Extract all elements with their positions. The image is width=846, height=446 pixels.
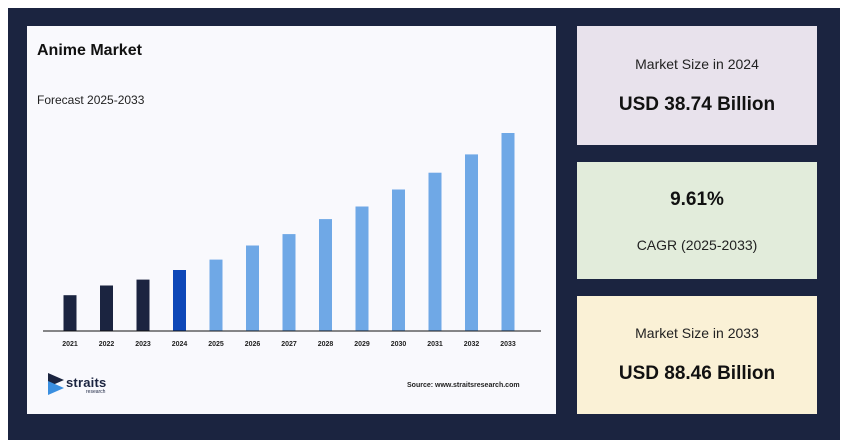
stat-label: Market Size in 2024 bbox=[635, 55, 759, 72]
bar-2021 bbox=[63, 295, 77, 331]
x-tick-label-2033: 2033 bbox=[500, 341, 516, 348]
bar-2029 bbox=[355, 206, 369, 331]
x-tick-label-2029: 2029 bbox=[354, 341, 370, 348]
logo-subtext: research bbox=[86, 389, 106, 395]
stat-label: Market Size in 2033 bbox=[635, 325, 759, 341]
x-tick-label-2031: 2031 bbox=[427, 341, 443, 348]
x-tick-label-2030: 2030 bbox=[391, 341, 407, 348]
x-tick-label-2028: 2028 bbox=[318, 341, 334, 348]
x-tick-label-2025: 2025 bbox=[208, 341, 224, 348]
source-text: Source: www.straitsresearch.com bbox=[407, 382, 520, 389]
bar-2033 bbox=[501, 133, 515, 331]
bar-2030 bbox=[392, 189, 405, 331]
stat-label: CAGR (2025-2033) bbox=[636, 236, 758, 253]
bar-2032 bbox=[465, 154, 478, 331]
x-tick-label-2024: 2024 bbox=[172, 341, 188, 348]
stat-value: 9.61% bbox=[670, 188, 724, 210]
bar-2028 bbox=[319, 219, 332, 331]
chart-title: Anime Market bbox=[37, 42, 142, 59]
x-tick-label-2022: 2022 bbox=[99, 341, 115, 348]
x-tick-label-2027: 2027 bbox=[281, 341, 297, 348]
bar-2026 bbox=[246, 245, 259, 331]
bar-2031 bbox=[428, 172, 442, 331]
bar-2023 bbox=[136, 279, 150, 331]
stat-card-cagr: 9.61% CAGR (2025-2033) bbox=[577, 162, 817, 279]
x-tick-label-2023: 2023 bbox=[135, 341, 151, 348]
bar-2022 bbox=[100, 285, 113, 331]
stat-card-market-size-2033: Market Size in 2033 USD 88.46 Billion bbox=[577, 296, 817, 414]
stat-value: USD 88.46 Billion bbox=[618, 363, 776, 384]
x-tick-label-2021: 2021 bbox=[62, 341, 78, 348]
stat-value: USD 38.74 Billion bbox=[618, 93, 776, 115]
x-tick-label-2032: 2032 bbox=[464, 341, 480, 348]
stat-card-market-size-2024: Market Size in 2024 USD 38.74 Billion bbox=[577, 26, 817, 145]
logo-text: straits bbox=[66, 375, 107, 390]
bar-2027 bbox=[282, 234, 296, 331]
bar-2025 bbox=[209, 259, 223, 331]
bar-2024 bbox=[173, 270, 186, 331]
x-tick-label-2026: 2026 bbox=[245, 341, 261, 348]
straits-logo-icon bbox=[48, 373, 64, 395]
chart-subtitle: Forecast 2025-2033 bbox=[37, 93, 145, 107]
